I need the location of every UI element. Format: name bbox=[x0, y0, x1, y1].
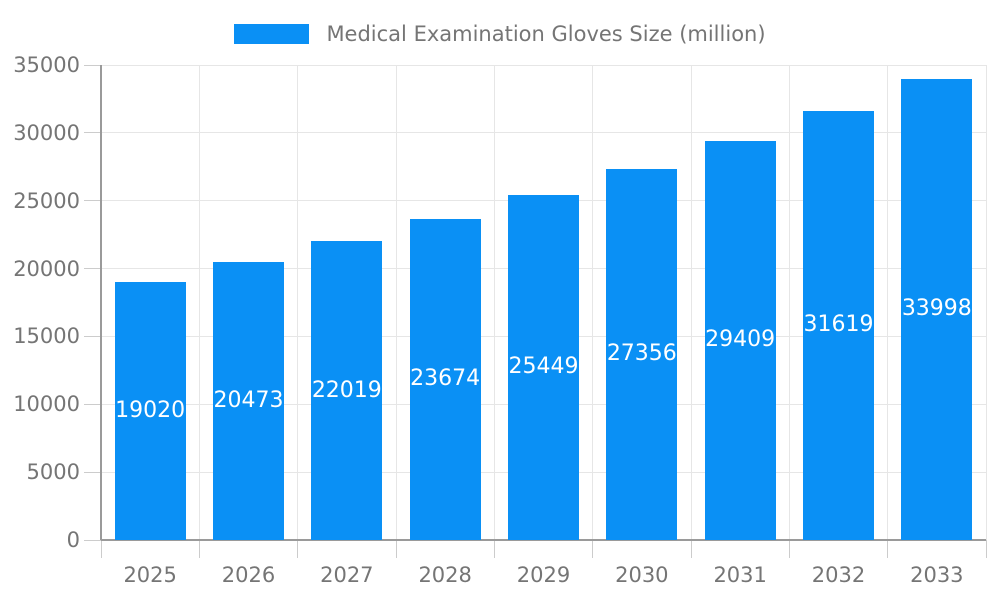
x-gridline bbox=[985, 65, 987, 540]
x-axis-tick bbox=[100, 540, 102, 558]
bar-2026[interactable] bbox=[213, 262, 284, 540]
x-axis-label-2032: 2032 bbox=[811, 563, 866, 587]
x-axis-tick bbox=[985, 540, 987, 558]
bar-2029[interactable] bbox=[508, 194, 579, 540]
y-axis-label: 30000 bbox=[13, 120, 80, 145]
y-axis-label: 25000 bbox=[13, 188, 80, 213]
y-gridline bbox=[101, 64, 986, 66]
x-axis-tick bbox=[887, 540, 889, 558]
y-axis-line bbox=[100, 65, 102, 540]
x-axis-tick bbox=[198, 540, 200, 558]
x-gridline bbox=[887, 65, 889, 540]
y-axis-label: 10000 bbox=[13, 392, 80, 417]
y-axis-label: 35000 bbox=[13, 53, 80, 77]
y-axis-tick bbox=[84, 539, 101, 541]
y-axis-tick bbox=[84, 200, 101, 202]
bar-2030[interactable] bbox=[606, 168, 678, 540]
y-axis-tick bbox=[84, 403, 101, 405]
x-gridline bbox=[198, 65, 200, 540]
x-axis-label-2033: 2033 bbox=[910, 563, 964, 587]
x-axis-label-2028: 2028 bbox=[418, 563, 472, 587]
bar-2033[interactable] bbox=[901, 78, 973, 540]
x-axis-label-2027: 2027 bbox=[320, 563, 374, 587]
x-axis-label-2031: 2031 bbox=[713, 563, 767, 587]
x-gridline bbox=[395, 65, 397, 540]
x-axis-tick bbox=[592, 540, 594, 558]
y-axis-tick bbox=[84, 132, 101, 134]
x-gridline bbox=[592, 65, 594, 540]
y-axis-tick bbox=[84, 268, 101, 270]
y-gridline bbox=[101, 132, 986, 134]
bar-2027[interactable] bbox=[311, 241, 383, 540]
y-axis-label: 0 bbox=[66, 528, 80, 552]
x-axis-tick bbox=[690, 540, 692, 558]
bar-2028[interactable] bbox=[409, 218, 481, 540]
y-axis-label: 15000 bbox=[13, 324, 80, 349]
bar-2032[interactable] bbox=[803, 110, 874, 540]
x-axis-tick bbox=[395, 540, 397, 558]
x-gridline bbox=[297, 65, 299, 540]
legend-label: Medical Examination Gloves Size (million… bbox=[326, 22, 766, 46]
legend-swatch bbox=[234, 24, 310, 44]
x-axis-label-2025: 2025 bbox=[123, 563, 177, 587]
bar-2031[interactable] bbox=[704, 140, 776, 540]
x-axis-tick bbox=[493, 540, 495, 558]
y-axis-tick bbox=[84, 471, 101, 473]
x-axis-tick bbox=[297, 540, 299, 558]
y-axis-label: 20000 bbox=[13, 256, 80, 281]
bar-2025[interactable] bbox=[114, 281, 186, 540]
x-axis-label-2026: 2026 bbox=[221, 563, 276, 587]
x-gridline bbox=[788, 65, 790, 540]
x-gridline bbox=[493, 65, 495, 540]
y-axis-tick bbox=[84, 64, 101, 66]
y-axis-tick bbox=[84, 335, 101, 337]
chart-legend[interactable]: Medical Examination Gloves Size (million… bbox=[0, 22, 1000, 46]
x-gridline bbox=[690, 65, 692, 540]
x-axis-tick bbox=[788, 540, 790, 558]
y-axis-label: 5000 bbox=[26, 460, 80, 485]
x-axis-line bbox=[101, 539, 986, 541]
x-axis-label-2030: 2030 bbox=[615, 563, 669, 587]
x-axis-label-2029: 2029 bbox=[516, 563, 571, 587]
